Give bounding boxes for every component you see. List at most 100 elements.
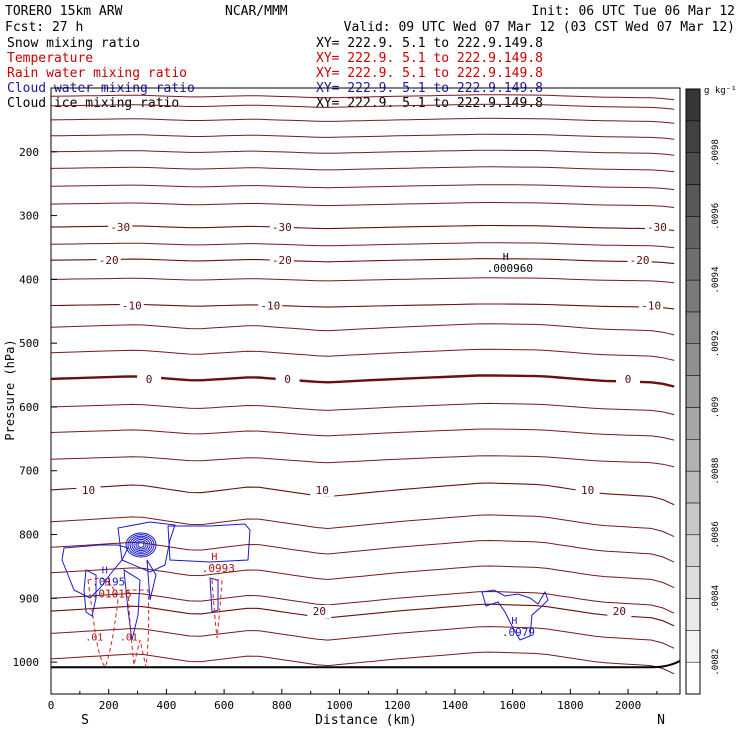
cloud-water-core xyxy=(127,534,155,556)
y-axis: 200 300 400 500 600 700 800 900 1000 xyxy=(13,146,57,669)
isotherm-label-3-1: 0 xyxy=(284,373,291,386)
isotherm-line xyxy=(50,651,675,675)
colorbar-band xyxy=(685,279,701,313)
y-tick-label-3: 500 xyxy=(19,337,39,350)
colorbar-band xyxy=(685,247,701,281)
colorbar-label-4: .009 xyxy=(711,397,721,419)
colorbar-label-2: .0094 xyxy=(711,267,721,294)
y-tick-label-7: 900 xyxy=(19,592,39,605)
isotherm-label-bg xyxy=(76,483,101,497)
plot-frame xyxy=(50,87,681,695)
isotherm-line xyxy=(50,402,675,416)
y-tick-label-4: 600 xyxy=(19,401,39,414)
isotherm-label-1-2: -20 xyxy=(630,254,650,267)
cloud-water-contour xyxy=(146,559,157,601)
x-tick-label-0: 0 xyxy=(48,699,55,712)
x-tick-label-2: 400 xyxy=(156,699,176,712)
cloud-water-contour xyxy=(117,521,176,573)
x-tick-label-6: 1200 xyxy=(384,699,411,712)
isotherm-label-0-2: -30 xyxy=(647,221,667,234)
maximum-mark-3: H xyxy=(211,552,217,563)
maximum-value-1: .0195 xyxy=(92,575,125,588)
isotherm-line xyxy=(50,184,675,191)
y-tick-label-8: 1000 xyxy=(13,656,40,669)
colorbar-band xyxy=(685,661,701,695)
isotherm-line xyxy=(50,94,675,101)
legend-coords-4: XY= 222.9. 5.1 to 222.9.149.8 xyxy=(316,96,543,111)
colorbar: .0098 .0096 .0094 .0092 .009 .0088 .0086 .0084.… xyxy=(685,88,721,695)
isotherm-line xyxy=(50,626,675,649)
rain-contour-label-0: .01 xyxy=(85,633,103,644)
cloud-water-contour-north xyxy=(481,589,549,641)
legend-coords-1: XY= 222.9. 5.1 to 222.9.149.8 xyxy=(316,51,543,66)
maximum-mark-0: H xyxy=(503,252,509,263)
hydrometeor-contours xyxy=(61,521,549,669)
x-tick-label-3: 600 xyxy=(214,699,234,712)
colorbar-band xyxy=(685,216,701,249)
isotherm-label-bg xyxy=(269,254,294,268)
rain-contour-label-1: .01 xyxy=(120,633,138,644)
colorbar-frame xyxy=(685,88,701,695)
cloud-water-contour xyxy=(167,523,251,563)
cloud-water-core xyxy=(137,542,145,548)
colorbar-band xyxy=(685,311,701,344)
isotherm-line xyxy=(50,348,675,361)
maximum-value-2: .01016 xyxy=(92,588,132,601)
cloud-water-core xyxy=(129,535,153,555)
cloud-water-contour xyxy=(123,569,141,641)
colorbar-band xyxy=(685,184,701,217)
cloud-water-contour xyxy=(61,544,129,599)
isotherm-label-bg xyxy=(269,221,294,235)
colorbar-band xyxy=(685,566,701,599)
isotherm-label-2-1: -10 xyxy=(260,300,280,313)
legend-field-0: Snow mixing ratio xyxy=(7,36,140,51)
isotherm-label-bg xyxy=(258,299,283,313)
isotherm-line xyxy=(50,201,675,208)
colorbar-band xyxy=(685,88,701,122)
colorbar-label-7: .0084 xyxy=(711,585,721,612)
isotherm-line xyxy=(50,166,675,173)
isotherm-label-bg xyxy=(616,372,641,386)
colorbar-label-0: .0098 xyxy=(711,139,721,166)
colorbar-band xyxy=(685,152,701,185)
isotherm-line xyxy=(50,277,675,284)
colorbar-label-8: .0082 xyxy=(711,649,721,676)
isotherm-line xyxy=(50,428,675,441)
isotherm-label-bg xyxy=(137,372,162,386)
isotherm-line xyxy=(50,539,675,563)
isotherm--30 xyxy=(50,224,675,232)
left-endpoint-label: S xyxy=(81,713,89,728)
y-tick-label-2: 400 xyxy=(19,273,39,286)
colorbar-label-5: .0088 xyxy=(711,458,721,485)
cloud-water-contour xyxy=(83,569,97,617)
ground-surface xyxy=(51,659,681,669)
isotherm-label-1-0: -20 xyxy=(99,254,119,267)
colorbar-unit: g kg⁻¹ xyxy=(704,86,737,96)
cloud-water-core xyxy=(125,532,157,558)
x-tick-label-9: 1800 xyxy=(557,699,584,712)
legend-field-2: Rain water mixing ratio xyxy=(7,66,187,81)
model-title: TORERO 15km ARW xyxy=(5,4,123,19)
isotherm-label-0-0: -30 xyxy=(110,221,130,234)
colorbar-band xyxy=(685,470,701,504)
rain-water-contour xyxy=(87,577,119,669)
isotherm-10 xyxy=(50,482,675,506)
colorbar-label-1: .0096 xyxy=(711,203,721,230)
cloud-water-core xyxy=(135,540,147,550)
cloud-water-core xyxy=(133,538,149,552)
rain-water-contour xyxy=(127,589,150,668)
colorbar-band xyxy=(685,120,701,153)
temperature-isotherms xyxy=(50,94,681,675)
isotherm-line xyxy=(50,117,675,124)
colorbar-band xyxy=(685,375,701,408)
isotherm-label-5-0: 20 xyxy=(313,605,326,618)
colorbar-label-3: .0092 xyxy=(711,330,721,357)
colorbar-band xyxy=(685,630,701,663)
isotherm--10 xyxy=(50,303,675,310)
rain-water-contour xyxy=(211,579,223,639)
x-tick-label-8: 1600 xyxy=(499,699,526,712)
x-axis-title: Distance (km) xyxy=(315,713,417,728)
legend-coords-2: XY= 222.9. 5.1 to 222.9.149.8 xyxy=(316,66,543,81)
y-tick-label-6: 800 xyxy=(19,529,39,542)
